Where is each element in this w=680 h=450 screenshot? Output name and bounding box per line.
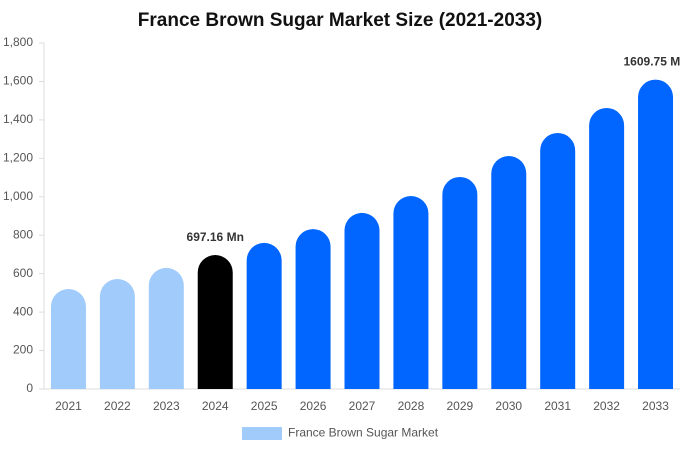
bar [50, 289, 86, 389]
y-tick-label: 1,600 [3, 74, 33, 88]
value-label: 697.16 Mn [187, 230, 244, 244]
y-tick-label: 0 [26, 381, 33, 395]
y-tick-label: 200 [13, 343, 33, 357]
bar [99, 279, 135, 389]
x-tick-label: 2021 [55, 399, 82, 413]
x-tick-label: 2028 [398, 399, 425, 413]
x-tick-label: 2031 [544, 399, 571, 413]
y-tick-label: 1,200 [3, 151, 33, 165]
bar [589, 107, 625, 390]
y-tick-label: 800 [13, 227, 33, 241]
y-tick-label: 400 [13, 304, 33, 318]
bar [393, 196, 429, 389]
bar [246, 242, 282, 389]
x-tick-label: 2023 [153, 399, 180, 413]
x-tick-label: 2022 [104, 399, 131, 413]
x-tick-label: 2033 [642, 399, 669, 413]
bar [638, 79, 674, 389]
bar [295, 229, 331, 389]
y-tick-label: 1,000 [3, 189, 33, 203]
x-tick-label: 2030 [495, 399, 522, 413]
legend-label: France Brown Sugar Market [288, 426, 439, 440]
x-tick-label: 2026 [300, 399, 327, 413]
x-tick-label: 2032 [593, 399, 620, 413]
chart-title: France Brown Sugar Market Size (2021-203… [138, 10, 542, 31]
bar [197, 254, 233, 389]
legend-swatch [242, 427, 282, 440]
bar [442, 176, 478, 389]
x-tick-label: 2027 [349, 399, 376, 413]
y-tick-label: 1,800 [3, 35, 33, 49]
bar [148, 267, 184, 389]
y-tick-label: 600 [13, 266, 33, 280]
bar [344, 212, 380, 389]
value-label: 1609.75 Mn [624, 55, 680, 69]
y-tick-label: 1,400 [3, 112, 33, 126]
x-tick-label: 2025 [251, 399, 278, 413]
x-tick-label: 2024 [202, 399, 229, 413]
bar [491, 156, 527, 389]
bar [540, 132, 576, 389]
x-tick-label: 2029 [446, 399, 473, 413]
